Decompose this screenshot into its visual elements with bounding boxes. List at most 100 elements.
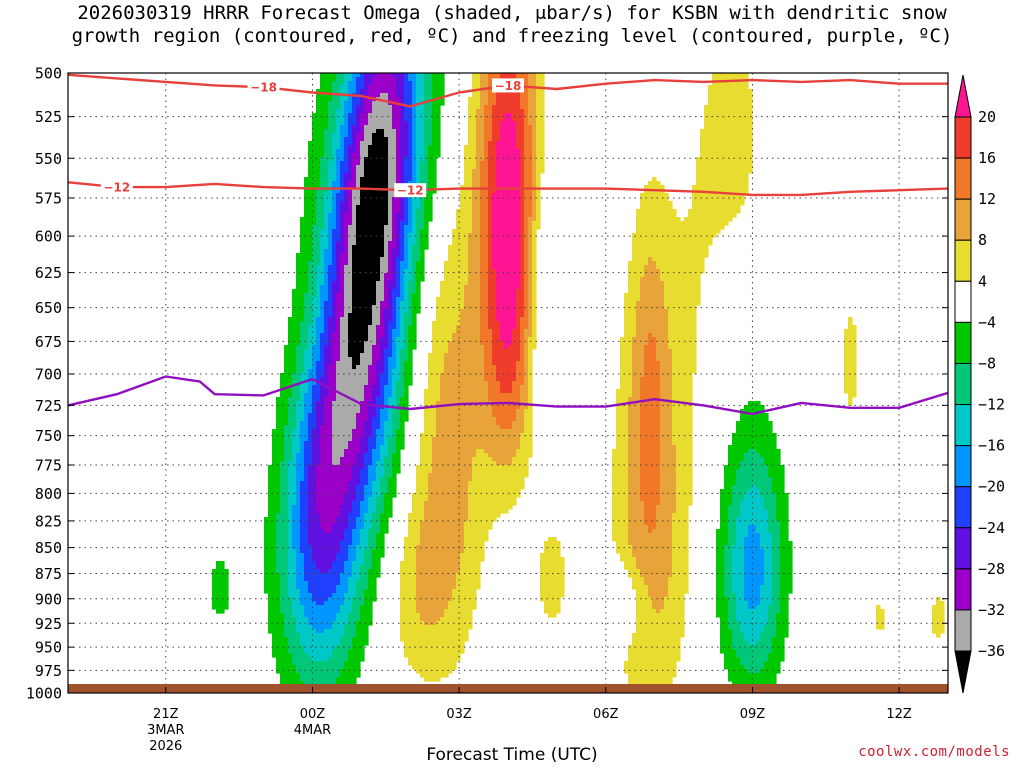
omega-cell: [316, 513, 321, 570]
plot-frame: [67, 72, 949, 694]
omega-cell: [368, 365, 373, 402]
omega-cell: [356, 73, 361, 78]
omega-cell: [532, 73, 537, 222]
omega-cell: [508, 393, 513, 430]
omega-cell: [328, 533, 333, 570]
omega-cell: [464, 145, 469, 286]
omega-cell: [672, 209, 677, 446]
omega-cell: [372, 449, 377, 482]
omega-cell: [772, 637, 777, 686]
omega-cell: [536, 73, 541, 230]
omega-cell: [360, 177, 365, 354]
omega-cell: [704, 105, 709, 258]
omega-cell: [940, 601, 945, 634]
omega-cell: [344, 561, 349, 594]
omega-cell: [324, 573, 329, 602]
omega-cell: [712, 73, 717, 238]
omega-cell: [356, 517, 361, 546]
omega-cell: [480, 161, 485, 346]
omega-cell: [776, 449, 781, 522]
omega-cell: [644, 525, 649, 586]
omega-cell: [372, 417, 377, 450]
omega-cell: [380, 301, 385, 338]
omega-cell: [548, 537, 553, 618]
omega-cell: [424, 389, 429, 502]
omega-cell: [352, 429, 357, 466]
omega-cell: [364, 589, 369, 646]
contour-label: −12: [104, 181, 131, 195]
omega-cell: [740, 501, 745, 634]
omega-cell: [308, 369, 313, 414]
omega-cell: [760, 669, 765, 693]
omega-cell: [768, 533, 773, 606]
omega-cell: [408, 81, 413, 182]
omega-cell: [468, 97, 473, 234]
contour-label-bg: [247, 80, 280, 95]
omega-cell: [432, 625, 437, 682]
omega-cell: [324, 193, 329, 250]
omega-cell: [648, 597, 653, 693]
omega-cell: [336, 613, 341, 646]
omega-cell: [356, 105, 361, 134]
y-tick-label: 625: [35, 264, 62, 282]
omega-cell: [740, 665, 745, 693]
omega-cell: [752, 525, 757, 610]
omega-cell: [496, 73, 501, 82]
omega-cell: [280, 613, 285, 686]
omega-cell: [628, 545, 633, 578]
omega-cell: [424, 501, 429, 626]
omega-cell: [340, 125, 345, 162]
x-tick-date: 3MAR: [147, 723, 184, 738]
omega-cell: [416, 73, 421, 210]
omega-cell: [560, 557, 565, 598]
omega-cell: [268, 465, 273, 634]
omega-cell: [532, 221, 537, 350]
omega-cell: [320, 529, 325, 574]
omega-cell: [360, 501, 365, 530]
omega-cell: [648, 333, 653, 534]
omega-cell: [756, 401, 761, 454]
contour-label-bg: [100, 180, 133, 195]
omega-cell: [312, 385, 317, 430]
omega-cell: [324, 629, 329, 662]
omega-cell: [328, 161, 333, 214]
colorbar-label: −20: [978, 478, 1005, 496]
omega-cell: [612, 449, 617, 542]
omega-cell: [516, 361, 521, 410]
omega-cell: [528, 217, 533, 338]
omega-cell: [336, 645, 341, 678]
omega-cell: [348, 113, 353, 146]
omega-cell: [320, 605, 325, 634]
omega-cell: [336, 73, 341, 110]
contour-label: −18: [495, 79, 522, 93]
omega-cell: [376, 461, 381, 498]
omega-cell: [344, 173, 349, 214]
omega-cell: [296, 253, 301, 346]
omega-cell: [652, 529, 657, 610]
omega-cell: [348, 513, 353, 546]
omega-cell: [652, 177, 657, 262]
omega-cell: [352, 597, 357, 638]
omega-cell: [384, 385, 389, 422]
omega-cell: [516, 81, 521, 150]
omega-cell: [324, 301, 329, 346]
omega-cell: [340, 201, 345, 254]
omega-cell: [368, 401, 373, 438]
y-tick-label: 600: [35, 228, 62, 246]
omega-cell: [648, 257, 653, 334]
omega-cell: [764, 413, 769, 466]
omega-cell: [340, 669, 345, 693]
omega-cell: [340, 85, 345, 126]
omega-cell: [360, 353, 365, 402]
omega-cell: [376, 397, 381, 430]
omega-cell: [368, 85, 373, 114]
omega-cell: [360, 529, 365, 566]
colorbar: 20 16 12 8 4 −4 −8 −12 −16 −20 −24 −28 −32 −36: [954, 74, 1005, 694]
omega-cell: [372, 305, 377, 346]
colorbar-label: −32: [978, 601, 1005, 619]
omega-cell: [732, 545, 737, 594]
omega-cell: [764, 661, 769, 693]
omega-cell: [352, 529, 357, 562]
omega-cell: [304, 617, 309, 654]
omega-cell: [760, 405, 765, 458]
